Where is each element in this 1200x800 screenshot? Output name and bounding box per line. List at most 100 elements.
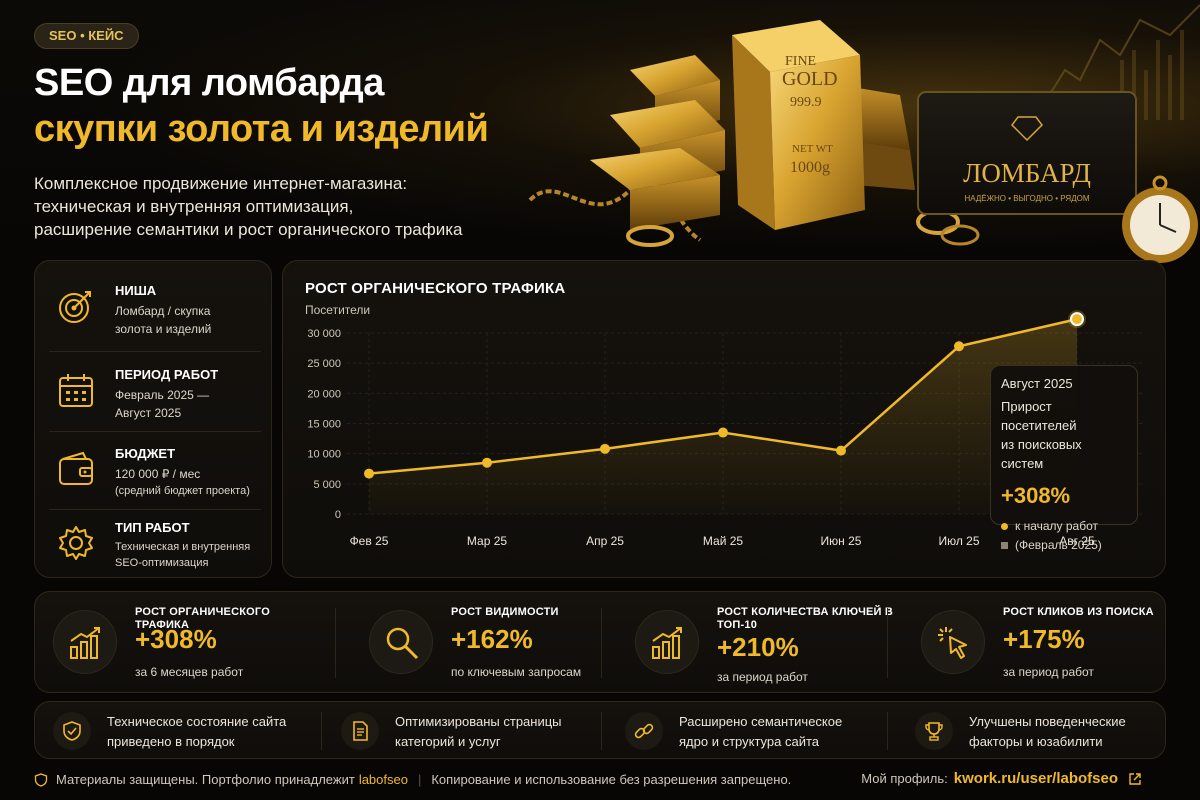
tooltip-note-text: (Февраль 2025) [1015,538,1102,552]
stat-desc: по ключевым запросам [451,665,582,679]
divider [49,431,261,432]
stat-label: РОСТ КЛИКОВ ИЗ ПОИСКА [1003,606,1154,618]
trophy-icon [925,722,943,741]
footer-copyright: Материалы защищены. Портфолио принадлежи… [34,772,791,787]
growth-chart-icon [652,627,682,659]
chart-title: РОСТ ОРГАНИЧЕСКОГО ТРАФИКА [305,280,566,297]
work-type-title: ТИП РАБОТ [115,520,190,535]
feature-item: Оптимизированы страницы категорий и услу… [323,702,605,760]
legend-square-icon [1001,542,1008,549]
stat-desc: за 6 месяцев работ [135,665,244,679]
stat-icon-wrap [921,610,985,674]
divider [335,608,336,678]
stat-icon-wrap [369,610,433,674]
feature-text: Улучшены поведенческие факторы и юзабили… [969,712,1126,752]
link-icon [634,723,654,739]
chart-x-tick-label: Апр 25 [586,534,624,548]
sign-title: ЛОМБАРД [963,158,1091,188]
traffic-chart-card: 0 5 000 10 000 15 000 20 000 25 000 30 000 Фев … [282,260,1166,578]
subtitle-line: Комплексное продвижение интернет-магазин… [34,174,408,193]
tooltip-note: к началу работ [1001,517,1127,536]
feature-item: Техническое состояние сайта приведено в … [35,702,321,760]
chart-y-axis-label: Посетители [305,303,371,317]
period-value: Февраль 2025 — [115,388,210,402]
shield-check-icon [63,721,81,741]
feature-line: категорий и услуг [395,734,501,749]
divider [887,608,888,678]
footer-divider: | [417,772,422,787]
feature-text: Техническое состояние сайта приведено в … [107,712,286,752]
stat-value: +308% [135,624,217,654]
feature-line: ядро и структура сайта [679,734,819,749]
budget-note: (средний бюджет проекта) [115,485,250,497]
footer-protected-text: Материалы защищены. Портфолио принадлежи… [56,772,355,787]
stat-icon-wrap [53,610,117,674]
external-link-icon[interactable] [1128,772,1142,786]
subtitle-line: расширение семантики и рост органическог… [34,220,463,239]
chart-x-tick-label: Авг 25 [1059,534,1095,548]
stat-label: РОСТ КОЛИЧЕСТВА КЛЮЧЕЙ В ТОП-10 [717,606,894,631]
chart-data-point [718,427,728,438]
chart-x-tick-label: Фев 25 [350,534,389,548]
bar-text-gold: GOLD [782,68,838,90]
chart-data-point [836,445,846,456]
period-title: ПЕРИОД РАБОТ [115,367,219,382]
chart-x-tick-label: Мар 25 [467,534,507,548]
wallet-icon [59,451,93,485]
stat-visibility: РОСТ ВИДИМОСТИ +162% по ключевым запроса… [351,592,611,694]
bar-text-purity: 999.9 [790,95,822,110]
stat-icon-wrap [635,610,699,674]
stat-label: РОСТ ОРГАНИЧЕСКОГО ТРАФИКА [135,606,270,631]
project-info-card: НИША Ломбард / скупка золота и изделий П… [34,260,272,578]
feature-icon-wrap [625,712,663,750]
stat-value: +210% [717,632,799,662]
divider [49,509,261,510]
chart-area-fill [369,319,1077,514]
chart-data-point [954,341,964,352]
profile-label: Мой профиль: [861,771,948,786]
traffic-line-chart: 0 5 000 10 000 15 000 20 000 25 000 30 000 Фев … [307,310,1143,548]
feature-line: Улучшены поведенческие [969,714,1126,729]
document-icon [353,721,368,741]
profile-link[interactable]: kwork.ru/user/labofseo [953,770,1118,787]
niche-value: золота и изделий [115,322,212,336]
chart-data-point [482,457,492,468]
feature-icon-wrap [53,712,91,750]
results-stats-card: РОСТ ОРГАНИЧЕСКОГО ТРАФИКА +308% за 6 ме… [34,591,1166,693]
tooltip-month: Август 2025 [1001,376,1073,391]
chart-data-point [364,468,374,479]
chart-tooltip: Август 2025 Прирост посетителей из поиск… [990,365,1138,552]
chart-y-tick-label: 20 000 [307,388,341,400]
feature-text: Оптимизированы страницы категорий и услу… [395,712,562,752]
page-subtitle: Комплексное продвижение интернет-магазин… [34,172,534,241]
tooltip-desc: из поисковых систем [1001,437,1082,471]
bar-text-weight: 1000g [790,159,830,176]
growth-chart-icon [70,627,100,659]
stat-traffic: РОСТ ОРГАНИЧЕСКОГО ТРАФИКА +308% за 6 ме… [35,592,335,694]
stat-keywords: РОСТ КОЛИЧЕСТВА КЛЮЧЕЙ В ТОП-10 +210% за… [617,592,893,694]
features-card: Техническое состояние сайта приведено в … [34,701,1166,759]
chart-data-point [1070,312,1084,327]
work-type-value: Техническая и внутренняя [115,541,251,553]
stat-desc: за период работ [717,670,808,684]
feature-icon-wrap [915,712,953,750]
feature-line: Расширено семантическое [679,714,843,729]
page-title: SEO для ломбарда [34,62,384,104]
divider [601,608,602,678]
stat-clicks: РОСТ КЛИКОВ ИЗ ПОИСКА +175% за период ра… [903,592,1167,694]
chart-x-tick-label: Июл 25 [938,534,979,548]
chart-y-tick-label: 0 [335,509,341,521]
chart-y-tick-label: 15 000 [307,419,341,431]
footer-copy-text: Копирование и использование без разрешен… [431,772,792,787]
cursor-click-icon [938,627,967,659]
footer-owner: labofseo [358,772,408,787]
niche-value: Ломбард / скупка [115,304,211,318]
feature-item: Улучшены поведенческие факторы и юзабили… [897,702,1167,760]
tooltip-note: (Февраль 2025) [1001,536,1127,555]
stat-value: +162% [451,624,533,654]
chart-y-tick-label: 5 000 [313,479,341,491]
legend-dot-icon [1001,523,1008,530]
niche-title: НИША [115,283,157,298]
feature-line: приведено в порядок [107,734,235,749]
budget-title: БЮДЖЕТ [115,446,176,461]
